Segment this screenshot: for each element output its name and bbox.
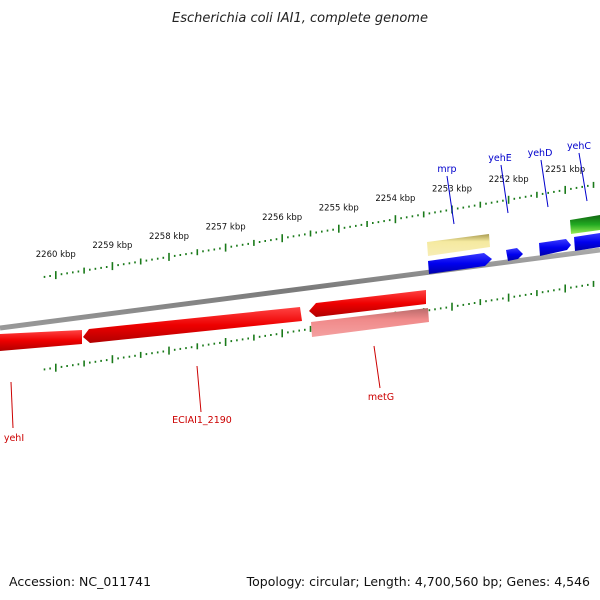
gene-label-yehE[interactable]: yehE: [488, 153, 512, 164]
gene-label-metG[interactable]: metG: [368, 392, 394, 403]
scale-label: 2260 kbp: [36, 250, 76, 260]
leader-line-yehC: [578, 152, 588, 202]
leader-line-mrp: [446, 175, 455, 225]
gene-label-ECIAI1_2190[interactable]: ECIAI1_2190: [172, 415, 232, 426]
scale-labels: 2251 kbp 2252 kbp 2253 kbp 2254 kbp 2255 kbp…: [36, 165, 585, 260]
genome-backbone: [0, 247, 600, 331]
accession-text: Accession: NC_011741: [9, 574, 151, 589]
scale-label: 2253 kbp: [432, 185, 472, 195]
outer-tick-ring: [43, 181, 595, 280]
leader-line-yehE: [500, 164, 509, 214]
gene-label-yehI[interactable]: yehI: [4, 433, 24, 444]
gene-feature-mrp-product[interactable]: [427, 234, 490, 256]
leader-line-yehD: [540, 159, 549, 208]
leader-line-ECIAI1_2190: [196, 365, 202, 413]
map-title: Escherichia coli IAI1, complete genome: [172, 11, 428, 26]
gene-feature-metG[interactable]: [309, 290, 426, 317]
scale-label: 2252 kbp: [489, 175, 529, 185]
gene-feature-mrp[interactable]: [428, 253, 492, 274]
gene-label-yehD[interactable]: yehD: [528, 148, 553, 159]
scale-label: 2258 kbp: [149, 232, 189, 242]
gene-feature-yehI[interactable]: [0, 330, 82, 351]
gene-feature-yehD[interactable]: [539, 239, 571, 256]
scale-label: 2256 kbp: [262, 213, 302, 223]
scale-label: 2259 kbp: [92, 241, 132, 251]
gene-label-mrp[interactable]: mrp: [437, 164, 456, 175]
scale-label: 2251 kbp: [545, 165, 585, 175]
gene-feature-ECIAI1_2190[interactable]: [83, 307, 302, 343]
scale-label: 2255 kbp: [319, 204, 359, 214]
gene-feature-yehC[interactable]: [574, 233, 600, 251]
gene-feature-metG-product[interactable]: [311, 308, 429, 337]
gene-feature-yehC-product[interactable]: [570, 215, 600, 234]
scale-label: 2257 kbp: [206, 223, 246, 233]
genome-summary-text: Topology: circular; Length: 4,700,560 bp…: [246, 574, 590, 589]
scale-label: 2254 kbp: [375, 194, 415, 204]
gene-feature-yehE[interactable]: [506, 248, 523, 261]
leader-line-metG: [373, 345, 381, 389]
leader-line-yehI: [10, 381, 14, 429]
gene-label-yehC[interactable]: yehC: [567, 141, 591, 152]
